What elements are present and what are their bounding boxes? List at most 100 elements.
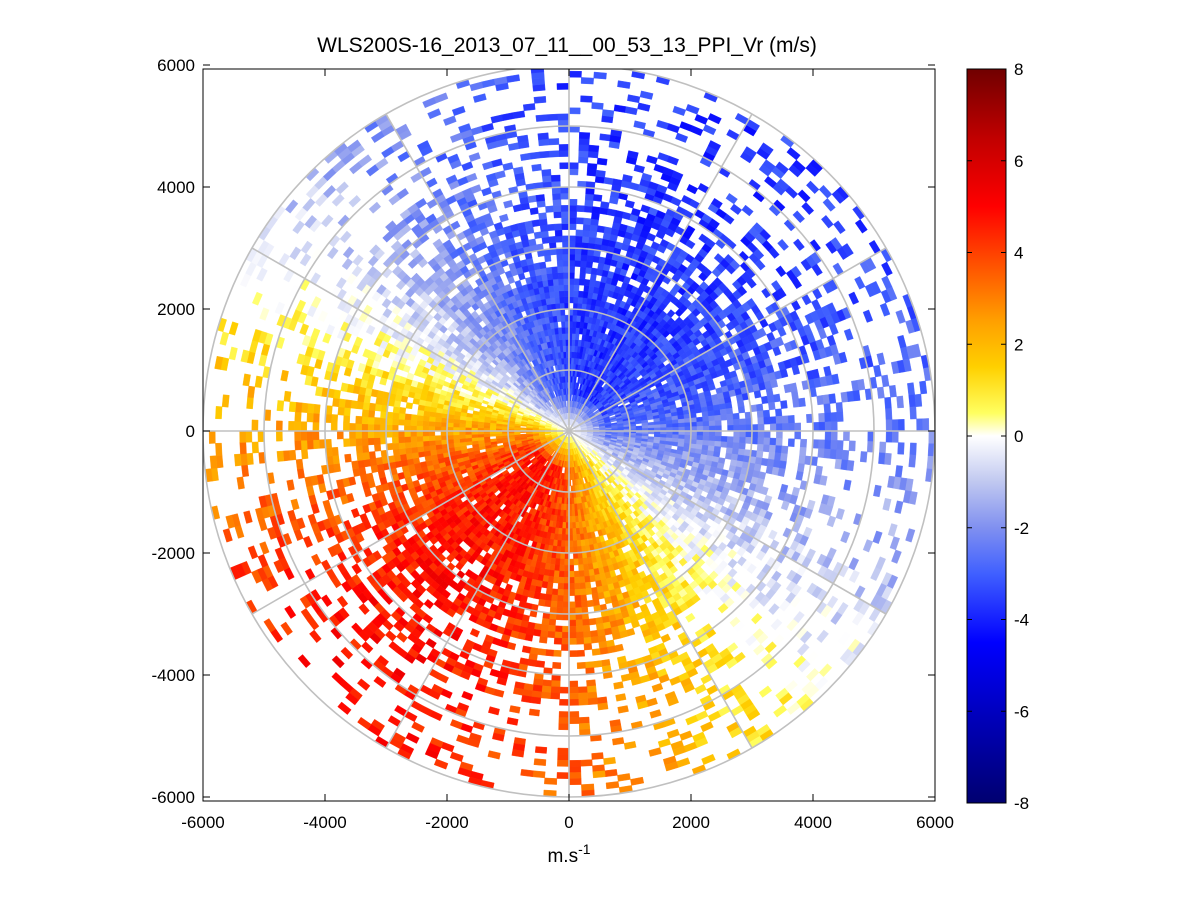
scan-gate <box>675 132 689 143</box>
scan-gate <box>739 418 747 426</box>
scan-gate <box>794 430 802 440</box>
scan-gate <box>576 649 585 657</box>
scan-gate <box>563 583 570 590</box>
scan-gate <box>720 414 728 421</box>
scan-gate <box>862 539 874 553</box>
scan-gate <box>585 587 593 596</box>
scan-gate <box>578 722 591 730</box>
scan-gate <box>792 398 800 408</box>
scan-gate <box>586 679 597 687</box>
scan-gate <box>580 77 594 85</box>
scan-gate <box>824 430 832 441</box>
scan-gate <box>541 685 552 693</box>
scan-gate <box>570 491 574 499</box>
scan-gate <box>757 417 765 425</box>
scan-gate <box>584 575 591 583</box>
scan-gate <box>545 587 553 596</box>
scan-gate <box>568 638 577 645</box>
scan-gate <box>799 446 807 457</box>
scan-gate <box>556 772 570 779</box>
scan-gate <box>558 723 570 731</box>
scan-gate <box>568 717 580 725</box>
scan-gate <box>629 426 637 430</box>
scan-gate <box>568 223 577 231</box>
scan-gate <box>568 680 579 688</box>
scan-gate <box>818 439 826 450</box>
scan-gate <box>530 696 542 705</box>
scan-gate <box>637 102 651 112</box>
scan-gate <box>550 680 561 688</box>
scan-gate <box>708 435 716 442</box>
scan-gate <box>577 686 588 694</box>
scan-gate <box>568 711 580 718</box>
scan-gate <box>562 613 570 621</box>
scan-gate <box>589 230 598 238</box>
scan-gate <box>533 758 547 766</box>
scan-gate <box>561 631 570 639</box>
scan-gate <box>571 522 577 529</box>
scan-gate <box>908 454 917 468</box>
scan-gate <box>568 686 579 694</box>
plot-area: -6000 -4000 -2000 0 2000 4000 6000 -6000-4000-… <box>152 56 954 832</box>
scan-gate <box>599 133 611 142</box>
scan-gate <box>592 660 603 668</box>
scan-gate <box>790 265 802 278</box>
scan-gate <box>897 419 905 432</box>
scan-gate <box>633 120 646 130</box>
scan-gate <box>521 695 532 704</box>
scan-gate <box>574 260 582 267</box>
scan-gate <box>568 766 582 773</box>
scan-gate <box>779 460 787 470</box>
scan-gate <box>714 420 722 427</box>
scan-gate <box>603 226 613 235</box>
scan-gate <box>872 530 883 544</box>
scan-gate <box>575 619 583 627</box>
scan-gate <box>835 402 844 413</box>
scan-gate <box>817 448 825 459</box>
scan-gate <box>746 277 757 289</box>
scan-gate <box>733 430 741 438</box>
scan-gate <box>823 448 831 459</box>
scan-gate <box>739 430 747 438</box>
scan-gate <box>577 558 584 566</box>
scan-gate <box>568 625 577 633</box>
scan-gate <box>726 441 734 449</box>
scan-gate <box>578 138 590 146</box>
scan-gate <box>600 201 610 209</box>
scan-gate <box>665 419 673 425</box>
scan-gate <box>707 140 722 152</box>
scan-gate <box>774 452 782 461</box>
scan-gate <box>736 285 748 297</box>
scan-gate <box>595 169 606 178</box>
scan-gate <box>544 777 558 785</box>
scan-gate <box>592 598 600 607</box>
scan-gate <box>720 441 728 448</box>
scan-gate <box>843 430 850 442</box>
scan-gate <box>528 708 540 717</box>
scan-gate <box>553 649 562 657</box>
scan-gate <box>885 408 893 421</box>
scan-gate <box>724 452 733 460</box>
scan-gate <box>575 333 580 341</box>
scan-gate <box>579 582 586 590</box>
scan-gate <box>578 576 586 584</box>
scan-gate <box>540 691 551 699</box>
scan-gate <box>588 618 597 626</box>
scan-gate <box>538 598 546 607</box>
scan-gate <box>585 266 593 275</box>
scan-gate <box>881 261 893 277</box>
scan-gate <box>907 382 916 396</box>
scan-gate <box>568 619 577 627</box>
scan-gate <box>568 631 577 639</box>
scan-gate <box>803 508 813 519</box>
scan-gate <box>605 781 620 790</box>
scan-gate <box>573 284 580 292</box>
scan-gate <box>888 384 897 398</box>
scan-gate <box>582 223 591 232</box>
scan-gate <box>622 174 633 183</box>
scan-gate <box>587 691 598 699</box>
scan-gate <box>737 448 746 456</box>
scan-gate <box>694 407 703 414</box>
scan-gate <box>568 692 579 700</box>
